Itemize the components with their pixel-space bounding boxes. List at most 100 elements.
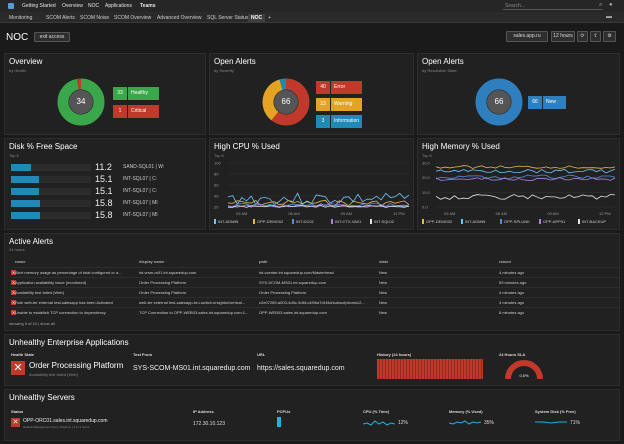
active-alerts-panel: Active Alerts 24 hours name display name… xyxy=(4,233,620,331)
y-tick-label: 100 xyxy=(214,161,221,166)
search-icon[interactable]: ⌕ xyxy=(599,2,603,8)
legend-item[interactable]: INT-DC02 xyxy=(292,219,314,224)
overview-subtitle: by Health xyxy=(9,68,26,73)
y-tick-label: 80 xyxy=(214,172,219,177)
server-name[interactable]: OPP-ORC01.sales.int.squaredup.com xyxy=(23,418,108,424)
url-value[interactable]: https://sales.squaredup.com xyxy=(257,365,345,372)
apps-col-url: URL xyxy=(257,352,266,357)
app-name[interactable]: Order Processing Platform xyxy=(29,361,124,370)
legend-item[interactable]: OPP-DEMO02 xyxy=(253,219,283,224)
legend-item[interactable]: INT-CTX-VA01 xyxy=(331,219,361,224)
gear-icon[interactable]: ⚙ xyxy=(603,31,616,42)
tab-scom-overview[interactable]: SCOM Overview xyxy=(114,15,152,21)
disk-row[interactable]: 15.1 INT-SQL07 | C: xyxy=(11,186,211,196)
tab-noc[interactable]: NOC xyxy=(248,14,266,22)
disk-name: INT-SQL07 | C: xyxy=(123,188,158,194)
legend-critical[interactable]: 1 Critical xyxy=(113,105,159,118)
servers-col-pcpus: PCPUs xyxy=(277,409,291,414)
legend-item[interactable]: OPP-SPLUNK xyxy=(500,219,530,224)
series-line xyxy=(435,165,616,169)
app-selector-button[interactable]: sales.app.ru xyxy=(506,31,548,42)
col-display-name[interactable]: display name xyxy=(139,259,165,264)
disk-row[interactable]: 15.8 INT-SQL07 | MI xyxy=(11,210,211,220)
memory-sparkline xyxy=(449,420,481,425)
tab-advanced-overview[interactable]: Advanced Overview xyxy=(157,15,202,21)
search-input[interactable]: Search... xyxy=(503,2,603,10)
legend-item[interactable]: OPP-APP01 xyxy=(539,219,565,224)
tab-sql-server-status[interactable]: SQL Server Status xyxy=(207,15,249,21)
legend-item[interactable]: INT-ADMIN xyxy=(214,219,238,224)
servers-col-status: Status xyxy=(11,409,24,414)
y-tick-label: 20.0 xyxy=(422,175,431,180)
legend-new-label: New xyxy=(543,96,566,109)
server-cpu: 12% xyxy=(398,420,409,426)
disk-subtitle: Top 5 xyxy=(9,153,19,158)
overview-donut xyxy=(57,78,105,126)
nav-overview[interactable]: Overview xyxy=(62,3,83,9)
server-critical-icon: ✕ xyxy=(11,418,20,427)
legend-error[interactable]: 40 Error xyxy=(316,81,362,94)
table-row[interactable]: ✕ Availability test failed (Web) Order Pro… xyxy=(11,287,619,296)
col-name[interactable]: name xyxy=(15,259,26,264)
table-row[interactable]: ✕ Application availability issue (monitor… xyxy=(11,277,619,286)
nav-noc[interactable]: NOC xyxy=(88,3,100,9)
legend-information-count: 3 xyxy=(316,115,330,128)
x-tick-label: 06 AM xyxy=(288,211,299,216)
edit-access-button[interactable]: exit access xyxy=(34,32,70,42)
servers-col-cpu: CPU (% Time) xyxy=(363,409,390,414)
page-title: NOC xyxy=(6,32,29,43)
alerts-footer[interactable]: showing 5 of 10 | show all xyxy=(9,321,55,326)
nav-getting-started[interactable]: Getting Started xyxy=(22,3,56,9)
memory-chart: 30.0 20.0 10.0 0.0 03 AM 06 AM 09 AM 12 PM xyxy=(422,161,616,216)
disk-fill xyxy=(11,212,40,219)
legend-item[interactable]: INT-BACKUP xyxy=(578,219,606,224)
nav-applications[interactable]: Applications xyxy=(105,3,132,9)
disk-row[interactable]: 11.2 SAND-SQL01 | W: xyxy=(11,162,211,172)
cpu-legend: INT-ADMIN OPP-DEMO02 INT-DC02 INT-CTX-VA01 I… xyxy=(214,219,414,227)
x-tick-label: 06 AM xyxy=(496,211,507,216)
table-row[interactable]: ✕ Rule web-ter external test-salesapp has… xyxy=(11,297,619,306)
squaredup-logo-icon[interactable] xyxy=(8,3,14,9)
timeframe-button[interactable]: 12 hours xyxy=(551,31,575,42)
col-state[interactable]: state xyxy=(379,259,389,264)
legend-new[interactable]: 66 New xyxy=(528,96,566,109)
legend-warning-label: Warning xyxy=(331,98,362,111)
legend-error-count: 40 xyxy=(316,81,330,94)
tab-scom-noise[interactable]: SCOM Noise xyxy=(80,15,110,21)
share-icon[interactable]: ⇪ xyxy=(590,31,601,42)
nav-teams[interactable]: Teams xyxy=(140,3,156,9)
refresh-icon[interactable]: ⟳ xyxy=(577,31,588,42)
folder-icon[interactable]: ▬ xyxy=(606,14,612,20)
legend-warning-count: 23 xyxy=(316,98,330,111)
disk-row[interactable]: 15.8 INT-SQL07 | MI xyxy=(11,198,211,208)
sla-value: 0.0% xyxy=(519,373,529,378)
col-path[interactable]: path xyxy=(259,259,268,264)
servers-col-disk: System Disk (% Free) xyxy=(535,409,576,414)
x-tick-label: 03 AM xyxy=(236,211,247,216)
cell-0: Rule web-ter external test-salesapp has … xyxy=(15,300,113,305)
disk-fill xyxy=(11,176,39,183)
table-row[interactable]: ✕ Unable to establish TCP connection to d… xyxy=(11,307,619,316)
memory-title: High Memory % Used xyxy=(422,142,500,151)
apps-col-history: History (24 hours) xyxy=(377,352,412,357)
user-icon[interactable]: ● xyxy=(609,2,613,8)
legend-item[interactable]: OPP-DEMO02 xyxy=(422,219,452,224)
disk-fill xyxy=(11,188,39,195)
disk-sparkline xyxy=(535,421,567,424)
legend-item[interactable]: INT-ADMIN xyxy=(461,219,485,224)
col-raised[interactable]: raised xyxy=(499,259,511,264)
open-alerts-state-title: Open Alerts xyxy=(422,57,464,66)
tab-scom-alerts[interactable]: SCOM Alerts xyxy=(46,15,75,21)
table-row[interactable]: ✕ Alert memory usage as percentage of tot… xyxy=(11,267,619,276)
severity-count: 66 xyxy=(281,97,291,106)
legend-information[interactable]: 3 Information xyxy=(316,115,362,128)
cell-3: New xyxy=(379,290,388,295)
legend-item[interactable]: INT-SQL02 xyxy=(370,219,394,224)
legend-healthy[interactable]: 33 Healthy xyxy=(113,87,159,100)
legend-new-count: 66 xyxy=(528,96,542,109)
legend-warning[interactable]: 23 Warning xyxy=(316,98,362,111)
add-tab-button[interactable]: + xyxy=(268,15,271,21)
tab-monitoring[interactable]: Monitoring xyxy=(9,15,33,21)
unhealthy-apps-title: Unhealthy Enterprise Applications xyxy=(9,338,129,347)
disk-row[interactable]: 15.1 INT-SQL07 | C: xyxy=(11,174,211,184)
